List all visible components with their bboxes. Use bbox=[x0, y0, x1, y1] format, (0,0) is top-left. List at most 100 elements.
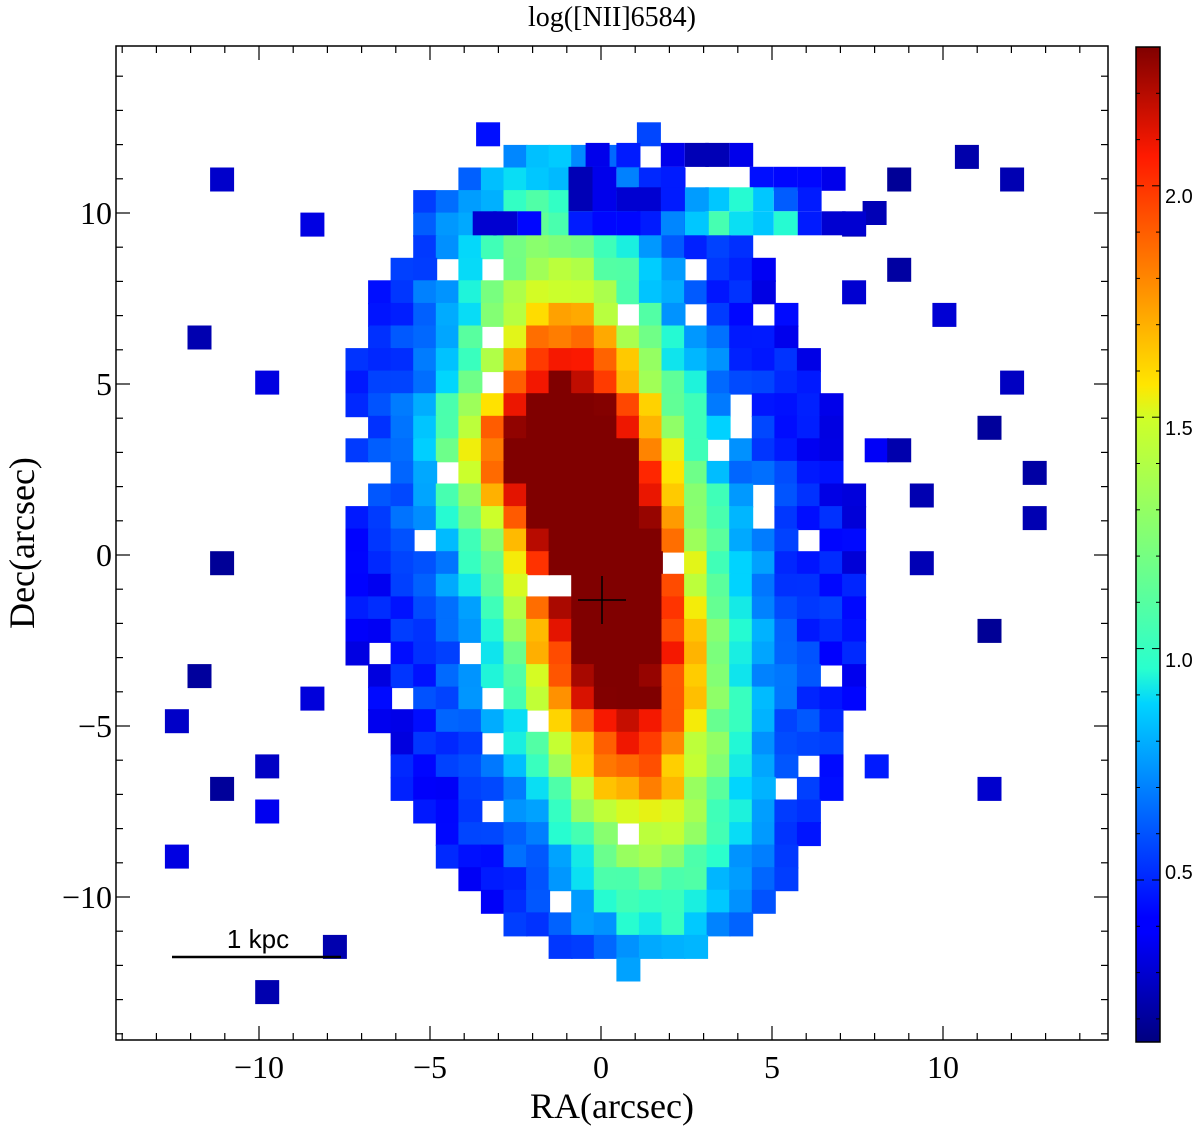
heatmap-pixel bbox=[390, 754, 415, 779]
heatmap-pixel bbox=[593, 325, 618, 350]
heatmap-pixel bbox=[593, 867, 618, 892]
heatmap-pixel bbox=[842, 506, 867, 531]
heatmap-pixel bbox=[480, 415, 505, 440]
heatmap-pixel bbox=[390, 280, 415, 305]
heatmap-pixel bbox=[842, 483, 867, 508]
heatmap-pixel bbox=[503, 596, 528, 621]
heatmap-pixel bbox=[571, 348, 596, 373]
heatmap-pixel bbox=[706, 348, 731, 373]
heatmap-pixel bbox=[638, 844, 663, 869]
heatmap-pixel bbox=[493, 211, 518, 236]
heatmap-pixel bbox=[661, 596, 686, 621]
heatmap-pixel bbox=[751, 325, 776, 350]
heatmap-pixel bbox=[503, 618, 528, 643]
heatmap-pixel bbox=[345, 551, 370, 576]
heatmap-pixel bbox=[526, 867, 551, 892]
heatmap-pixel bbox=[661, 460, 686, 485]
center-marker bbox=[578, 576, 626, 624]
heatmap-pixel bbox=[390, 393, 415, 418]
heatmap-pixel bbox=[773, 166, 798, 191]
heatmap-pixel bbox=[526, 731, 551, 756]
heatmap-pixel bbox=[751, 528, 776, 553]
heatmap-pixel bbox=[571, 709, 596, 734]
heatmap-pixel bbox=[480, 664, 505, 689]
heatmap-pixel bbox=[435, 573, 460, 598]
heatmap-pixel bbox=[503, 709, 528, 734]
heatmap-pixel bbox=[616, 731, 641, 756]
heatmap-pixel bbox=[661, 889, 686, 914]
heatmap-pixel bbox=[390, 776, 415, 801]
heatmap-pixel bbox=[390, 506, 415, 531]
heatmap-pixel bbox=[796, 483, 821, 508]
heatmap-pixel bbox=[729, 912, 754, 937]
heatmap-pixel bbox=[503, 867, 528, 892]
heatmap-pixel bbox=[548, 867, 573, 892]
heatmap-pixel bbox=[774, 438, 799, 463]
heatmap-pixel bbox=[503, 415, 528, 440]
heatmap-pixel bbox=[503, 573, 528, 598]
heatmap-pixel bbox=[413, 235, 438, 260]
heatmap-pixel bbox=[458, 822, 483, 847]
heatmap-pixel bbox=[774, 844, 799, 869]
heatmap-pixel bbox=[571, 912, 596, 937]
heatmap-pixel bbox=[751, 867, 776, 892]
heatmap-pixel bbox=[705, 142, 730, 167]
heatmap-pixel bbox=[751, 709, 776, 734]
heatmap-pixel bbox=[458, 348, 483, 373]
heatmap-pixel bbox=[796, 776, 821, 801]
heatmap-pixel bbox=[706, 483, 731, 508]
heatmap-pixel bbox=[368, 686, 393, 711]
heatmap-pixel bbox=[706, 709, 731, 734]
y-tick-label: 5 bbox=[96, 366, 112, 402]
heatmap-pixel bbox=[413, 754, 438, 779]
heatmap-pixel bbox=[593, 506, 618, 531]
heatmap-pixel bbox=[322, 934, 347, 959]
heatmap-pixel bbox=[345, 641, 370, 666]
y-tick-label: 10 bbox=[80, 195, 112, 231]
heatmap-pixel bbox=[616, 776, 641, 801]
heatmap-pixel bbox=[548, 325, 573, 350]
heatmap-pixel bbox=[616, 686, 641, 711]
heatmap-pixel bbox=[390, 551, 415, 576]
heatmap-pixel bbox=[568, 211, 593, 236]
heatmap-pixel bbox=[390, 438, 415, 463]
heatmap-pixel bbox=[684, 641, 709, 666]
heatmap-pixel bbox=[638, 325, 663, 350]
heatmap-pixel bbox=[571, 280, 596, 305]
heatmap-pixel bbox=[593, 483, 618, 508]
heatmap-pixel bbox=[684, 573, 709, 598]
heatmap-pixel bbox=[345, 370, 370, 395]
heatmap-pixel bbox=[480, 393, 505, 418]
x-tick-labels: −10 −5 0 5 10 bbox=[234, 1049, 959, 1085]
heatmap-pixel bbox=[796, 596, 821, 621]
heatmap-pixel bbox=[661, 618, 686, 643]
heatmap-pixel bbox=[796, 709, 821, 734]
heatmap-pixel bbox=[729, 709, 754, 734]
heatmap-pixel bbox=[638, 754, 663, 779]
heatmap-pixel bbox=[661, 731, 686, 756]
heatmap-pixel bbox=[345, 573, 370, 598]
heatmap-pixel bbox=[480, 709, 505, 734]
heatmap-pixel bbox=[526, 528, 551, 553]
heatmap-pixel bbox=[435, 235, 460, 260]
heatmap-pixel bbox=[638, 280, 663, 305]
heatmap-pixel bbox=[548, 641, 573, 666]
heatmap-pixel bbox=[774, 302, 799, 327]
heatmap-pixel bbox=[413, 257, 438, 282]
heatmap-pixel bbox=[796, 438, 821, 463]
heatmap-pixel bbox=[413, 618, 438, 643]
heatmap-pixel bbox=[458, 867, 483, 892]
heatmap-pixel bbox=[593, 799, 618, 824]
heatmap-pixel bbox=[255, 799, 280, 824]
heatmap-pixel bbox=[684, 325, 709, 350]
heatmap-pixel bbox=[660, 166, 685, 191]
heatmap-pixel bbox=[593, 460, 618, 485]
heatmap-pixel bbox=[503, 325, 528, 350]
heatmap-pixel bbox=[661, 280, 686, 305]
scale-bar: 1 kpc bbox=[172, 924, 341, 959]
colorbar-tick-label: 2.0 bbox=[1165, 186, 1193, 208]
heatmap-pixel bbox=[616, 280, 641, 305]
heatmap-pixel bbox=[480, 438, 505, 463]
heatmap-pixel bbox=[638, 934, 663, 959]
heatmap-pixel bbox=[661, 393, 686, 418]
